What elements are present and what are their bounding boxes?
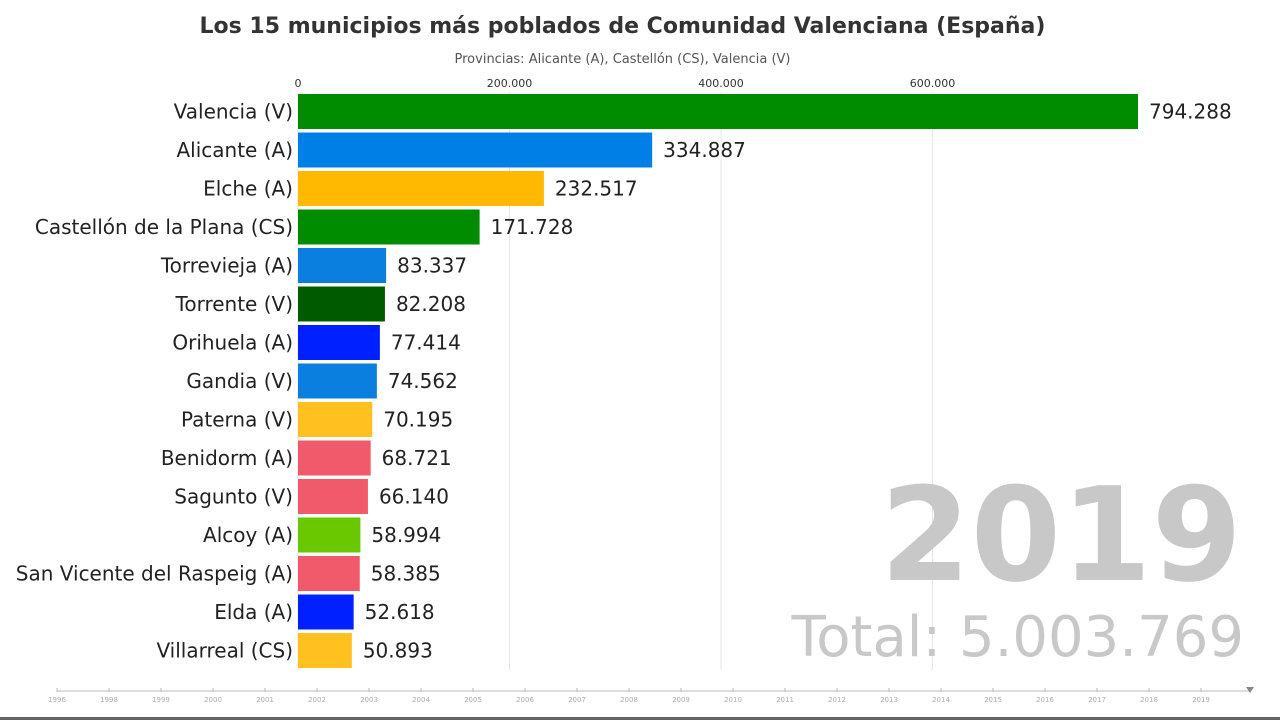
bar [298, 556, 360, 591]
category-label: Alcoy (A) [203, 523, 293, 547]
total-label: Total: 5.003.769 [791, 605, 1244, 670]
x-tick-label: 200.000 [487, 77, 533, 90]
category-label: Orihuela (A) [172, 331, 293, 355]
timeline-year: 1998 [100, 696, 118, 704]
value-label: 232.517 [555, 177, 638, 201]
category-label: San Vicente del Raspeig (A) [16, 562, 293, 586]
timeline-year: 2015 [984, 696, 1002, 704]
timeline-year: 2012 [828, 696, 846, 704]
category-label: Alicante (A) [176, 138, 293, 162]
timeline-year: 2001 [256, 696, 274, 704]
bar [298, 440, 371, 476]
value-label: 58.994 [371, 523, 441, 547]
category-label: Paterna (V) [181, 408, 293, 432]
timeline-year: 1999 [152, 696, 170, 704]
chart-title: Los 15 municipios más poblados de Comuni… [199, 14, 1046, 39]
bar [298, 633, 352, 668]
value-label: 77.414 [391, 331, 461, 355]
x-tick-label: 400.000 [698, 77, 744, 90]
value-label: 74.562 [388, 369, 458, 393]
timeline-year: 2008 [620, 696, 638, 704]
category-label: Elda (A) [214, 600, 293, 624]
value-label: 66.140 [379, 485, 449, 509]
timeline-year: 2007 [568, 696, 586, 704]
value-label: 83.337 [397, 254, 467, 278]
bar [298, 479, 368, 514]
bar [298, 209, 480, 245]
value-label: 70.195 [383, 408, 453, 432]
category-label: Villarreal (CS) [156, 639, 293, 663]
value-label: 334.887 [663, 138, 746, 162]
timeline-year: 2005 [464, 696, 482, 704]
bar [298, 325, 380, 360]
timeline-year: 2016 [1036, 696, 1054, 704]
category-label: Benidorm (A) [161, 446, 293, 470]
timeline-year: 2000 [204, 696, 222, 704]
timeline-year: 2011 [776, 696, 794, 704]
timeline-year: 2013 [880, 696, 898, 704]
timeline-year: 2017 [1088, 696, 1106, 704]
timeline-year: 1996 [48, 696, 66, 704]
category-label: Valencia (V) [174, 100, 293, 124]
x-tick-label: 600.000 [910, 77, 956, 90]
timeline-handle[interactable] [1246, 687, 1254, 693]
bar [298, 248, 387, 283]
value-label: 82.208 [396, 292, 466, 316]
bar [298, 132, 653, 168]
bar [298, 94, 1138, 129]
value-label: 52.618 [365, 600, 435, 624]
bar [298, 517, 361, 553]
timeline-year: 2009 [672, 696, 690, 704]
x-tick-label: 0 [295, 77, 302, 90]
category-label: Gandia (V) [186, 369, 293, 393]
bar [298, 171, 544, 206]
category-label: Elche (A) [203, 177, 293, 201]
timeline-year: 2003 [360, 696, 378, 704]
value-label: 68.721 [382, 446, 452, 470]
timeline-year: 2004 [412, 696, 430, 704]
value-label: 794.288 [1149, 100, 1232, 124]
timeline-year: 2002 [308, 696, 326, 704]
timeline-year: 2019 [1192, 696, 1210, 704]
timeline-year: 2014 [932, 696, 950, 704]
chart-subtitle: Provincias: Alicante (A), Castellón (CS)… [454, 52, 791, 67]
bar [298, 402, 373, 437]
category-label: Torrevieja (A) [160, 254, 293, 278]
value-label: 58.385 [371, 562, 441, 586]
current-year: 2019 [880, 459, 1242, 611]
timeline-year: 2018 [1140, 696, 1158, 704]
value-label: 171.728 [491, 215, 574, 239]
bar [298, 363, 377, 399]
category-label: Torrente (V) [175, 292, 293, 316]
timeline-year: 2006 [516, 696, 534, 704]
category-label: Sagunto (V) [174, 485, 293, 509]
bar [298, 594, 354, 630]
bar [298, 286, 385, 322]
timeline-year: 2010 [724, 696, 742, 704]
category-label: Castellón de la Plana (CS) [35, 215, 293, 239]
value-label: 50.893 [363, 639, 433, 663]
bottom-border [0, 717, 1280, 720]
